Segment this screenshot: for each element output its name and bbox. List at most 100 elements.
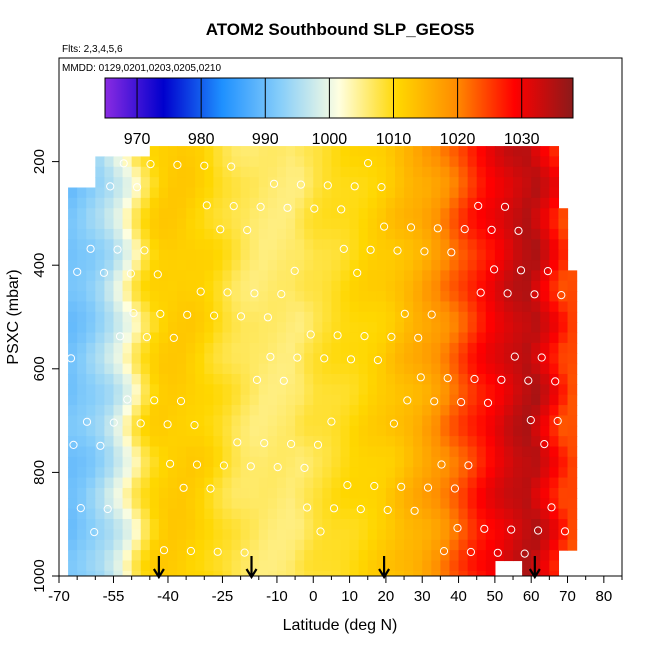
heatmap-cell: [222, 539, 233, 551]
heatmap-cell: [131, 487, 142, 499]
heatmap-cell: [158, 332, 169, 344]
heatmap-cell: [167, 332, 178, 344]
heatmap-cell: [286, 249, 296, 261]
heatmap-cell: [467, 363, 478, 375]
observation-point: [115, 332, 125, 341]
heatmap-cell: [240, 425, 251, 437]
heatmap-cell: [249, 322, 260, 334]
heatmap-cell: [186, 156, 196, 168]
heatmap-cell: [385, 177, 396, 189]
observation-point: [216, 225, 225, 234]
heatmap-cell: [476, 384, 487, 396]
heatmap-cell: [422, 342, 432, 354]
heatmap-cell: [467, 311, 478, 323]
heatmap-cell: [186, 301, 196, 313]
heatmap-cell: [367, 570, 378, 576]
heatmap-cell: [503, 228, 514, 240]
heatmap-cell: [522, 280, 532, 292]
heatmap-cell: [440, 197, 451, 209]
heatmap-cell: [404, 291, 414, 303]
heatmap-cell: [258, 228, 269, 240]
heatmap-cell: [431, 446, 441, 458]
observation-point: [196, 287, 205, 296]
heatmap-cell: [367, 353, 378, 365]
heatmap-cell: [367, 228, 378, 240]
heatmap-cell: [385, 560, 396, 572]
heatmap-cell: [195, 570, 205, 576]
observation-point: [103, 504, 112, 514]
observation-point: [406, 223, 416, 232]
observation-point: [300, 463, 309, 472]
heatmap-cells: [68, 146, 578, 576]
heatmap-cell: [258, 373, 269, 385]
heatmap-cell: [276, 187, 287, 199]
heatmap-cell: [513, 467, 523, 479]
heatmap-cell: [440, 177, 451, 189]
heatmap-cell: [131, 467, 142, 479]
heatmap-cell: [240, 218, 251, 230]
heatmap-cell: [276, 197, 287, 209]
heatmap-cell: [567, 405, 578, 417]
heatmap-cell: [304, 301, 314, 313]
heatmap-cell: [385, 405, 396, 417]
observation-point: [490, 265, 499, 274]
heatmap-cell: [322, 208, 333, 220]
heatmap-cell: [331, 270, 342, 282]
heatmap-cell: [295, 477, 305, 489]
southbound-arrow: [528, 556, 541, 580]
heatmap-cell: [431, 560, 441, 572]
heatmap-cell: [531, 363, 541, 375]
heatmap-cell: [131, 280, 142, 292]
observation-point: [287, 439, 296, 449]
heatmap-cell: [349, 456, 360, 468]
heatmap-cell: [258, 332, 269, 344]
heatmap-cell: [204, 249, 214, 261]
heatmap-cell: [413, 446, 423, 458]
heatmap-cell: [385, 456, 396, 468]
heatmap-cell: [558, 415, 569, 427]
heatmap-cell: [503, 166, 514, 178]
heatmap-cell: [86, 187, 96, 199]
heatmap-cell: [249, 373, 260, 385]
heatmap-cell: [494, 363, 505, 375]
heatmap-cell: [240, 280, 251, 292]
heatmap-cell: [440, 239, 451, 251]
heatmap-cell: [131, 508, 142, 520]
x-axis: -70 -55 -40 -25 -10 0 10 20 30 40 50 60 70 80: [48, 576, 623, 605]
heatmap-cell: [313, 342, 323, 354]
heatmap-cell: [349, 208, 360, 220]
heatmap-cell: [231, 260, 242, 271]
heatmap-cell: [304, 363, 314, 375]
heatmap-cell: [113, 280, 124, 292]
heatmap-cell: [485, 218, 496, 230]
heatmap-cell: [485, 487, 496, 499]
heatmap-cell: [358, 570, 369, 576]
observation-point: [306, 330, 315, 339]
heatmap-cell: [385, 228, 396, 240]
heatmap-cell: [131, 291, 142, 303]
observation-point: [313, 440, 323, 449]
heatmap-cell: [149, 342, 160, 354]
heatmap-cell: [558, 446, 569, 458]
heatmap-cell: [68, 249, 78, 261]
heatmap-cell: [367, 332, 378, 344]
heatmap-cell: [195, 384, 205, 396]
heatmap-cell: [104, 394, 115, 406]
heatmap-cell: [349, 342, 360, 354]
heatmap-cell: [340, 291, 351, 303]
heatmap-cell: [431, 228, 441, 240]
heatmap-cell: [240, 373, 251, 385]
heatmap-cell: [567, 363, 578, 375]
heatmap-cell: [558, 487, 569, 499]
heatmap-cell: [458, 208, 469, 220]
heatmap-cell: [158, 270, 169, 282]
heatmap-cell: [158, 570, 169, 576]
heatmap-cell: [258, 156, 269, 168]
heatmap-cell: [104, 436, 115, 448]
heatmap-cell: [222, 239, 233, 251]
heatmap-cell: [404, 208, 414, 220]
heatmap-cell: [195, 436, 205, 448]
heatmap-cell: [104, 477, 115, 489]
y-axis-label: PSXC (mbar): [5, 269, 22, 364]
heatmap-cell: [186, 570, 196, 576]
